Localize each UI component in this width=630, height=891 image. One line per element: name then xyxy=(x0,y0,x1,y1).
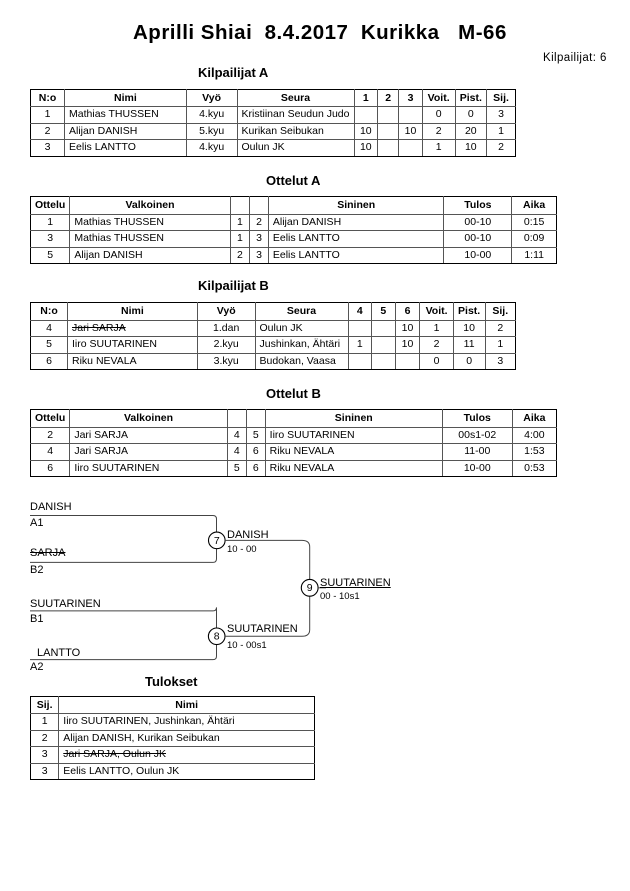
svg-text:8: 8 xyxy=(214,631,220,643)
svg-text:9: 9 xyxy=(307,582,313,594)
svg-text:7: 7 xyxy=(214,535,220,547)
